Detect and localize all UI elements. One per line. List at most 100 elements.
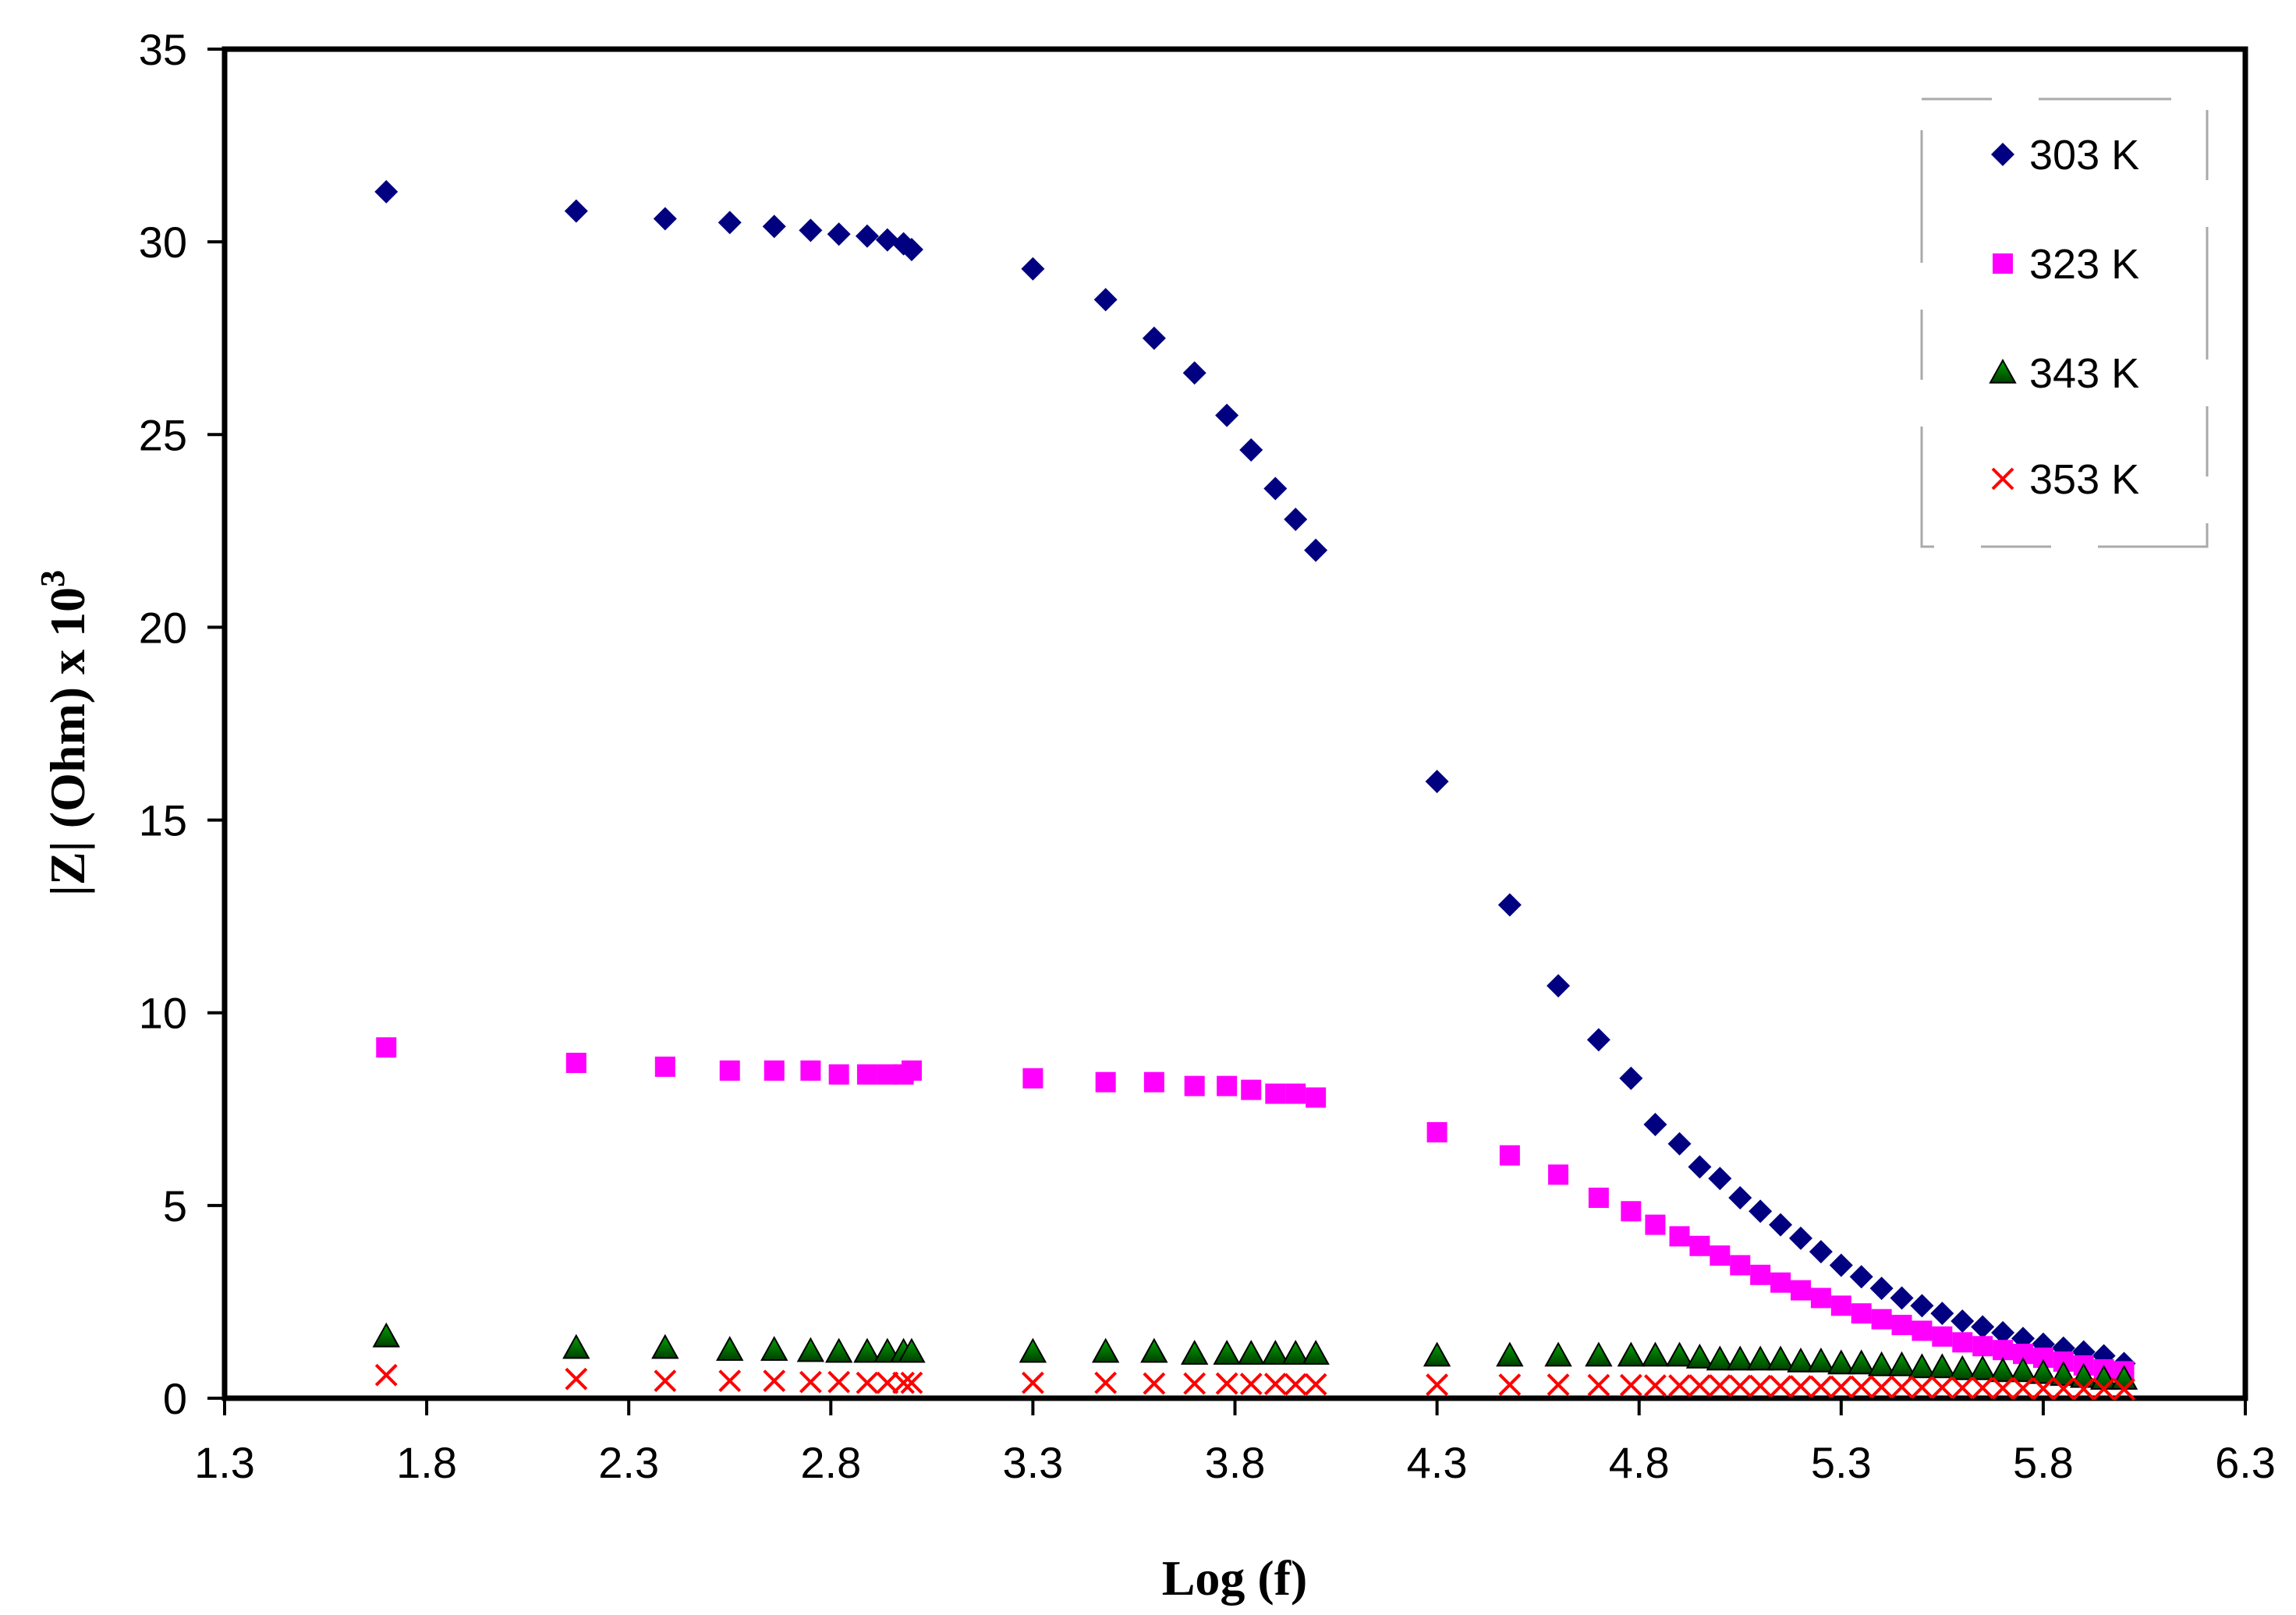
- data-point: [1951, 1309, 1975, 1333]
- data-point: [716, 1336, 744, 1362]
- data-point: [1948, 1355, 1976, 1380]
- data-point: [651, 1333, 679, 1359]
- data-point: [1093, 288, 1118, 312]
- data-point: [1588, 1187, 1609, 1208]
- data-point: [1643, 1113, 1667, 1137]
- legend-label: 303 K: [2029, 132, 2139, 179]
- data-point: [1830, 1295, 1851, 1316]
- data-point: [1426, 1121, 1447, 1142]
- data-point: [1993, 1340, 2014, 1361]
- data-point: [1991, 1376, 2014, 1400]
- x-axis-title: Log (f): [1162, 1550, 1308, 1606]
- data-point: [1685, 1344, 1714, 1369]
- data-point: [853, 1337, 881, 1363]
- data-point: [1810, 1287, 1831, 1309]
- data-point: [374, 179, 399, 204]
- y-axis-title: |Z| (Ohm) x 103: [34, 570, 95, 896]
- data-point: [827, 222, 851, 246]
- data-point: [1746, 1345, 1774, 1371]
- data-point: [2032, 1377, 2055, 1401]
- data-point: [653, 207, 677, 231]
- data-point: [1143, 1071, 1164, 1093]
- data-point: [899, 238, 923, 262]
- data-point: [898, 1337, 926, 1363]
- y-axis-title-exponent: 3: [34, 570, 72, 587]
- data-point: [654, 1369, 677, 1393]
- y-tick-label: 35: [139, 25, 187, 74]
- data-point: [1730, 1255, 1751, 1276]
- data-point: [796, 1337, 825, 1362]
- legend-box: [1920, 97, 2209, 548]
- data-point: [1544, 1341, 1572, 1367]
- data-point: [1021, 1371, 1044, 1394]
- data-marks: [372, 179, 2138, 1401]
- data-point: [1867, 1351, 1896, 1376]
- data-point: [1749, 1199, 1773, 1224]
- data-point: [1870, 1376, 1894, 1399]
- data-point: [1265, 1083, 1286, 1104]
- data-point: [2092, 1377, 2116, 1401]
- data-point: [1708, 1374, 1731, 1397]
- data-point: [1667, 1132, 1692, 1156]
- data-point: [1787, 1347, 1815, 1372]
- data-point: [1749, 1374, 1772, 1397]
- data-point: [1180, 1340, 1209, 1365]
- data-point: [1788, 1226, 1812, 1250]
- data-point: [875, 228, 899, 252]
- data-point: [1019, 1337, 1047, 1363]
- data-point: [1750, 1264, 1771, 1285]
- data-point: [1263, 476, 1288, 501]
- data-point: [1669, 1226, 1690, 1247]
- data-point: [1237, 1340, 1265, 1365]
- data-point: [800, 1060, 821, 1081]
- data-point: [1239, 438, 1263, 462]
- plot-frame: [221, 46, 2248, 1401]
- data-point: [718, 211, 742, 235]
- y-axis-title-main: |Z| (Ohm) x 10: [40, 587, 95, 896]
- data-point: [1217, 1075, 1238, 1096]
- data-point: [1912, 1320, 1933, 1341]
- data-point: [1728, 1374, 1752, 1397]
- data-point: [1688, 1374, 1711, 1397]
- data-point: [1619, 1373, 1642, 1397]
- y-tick-label: 10: [139, 989, 187, 1038]
- data-point: [1850, 1375, 1873, 1398]
- data-point: [374, 1363, 398, 1387]
- data-point: [799, 1370, 822, 1394]
- data-point: [1688, 1155, 1712, 1179]
- data-point: [1928, 1353, 1957, 1379]
- legend-label: 353 K: [2029, 456, 2139, 503]
- data-point: [1261, 1340, 1290, 1365]
- data-point: [2113, 1378, 2135, 1401]
- data-point: [1891, 1315, 1912, 1336]
- data-point: [1689, 1235, 1710, 1256]
- data-point: [827, 1370, 851, 1394]
- data-point: [1306, 1087, 1327, 1108]
- data-point: [1143, 1372, 1166, 1395]
- data-point: [1710, 1245, 1731, 1266]
- data-point: [763, 1369, 786, 1393]
- data-point: [1829, 1253, 1853, 1277]
- data-point: [1890, 1286, 1914, 1310]
- data-point: [1022, 1068, 1043, 1089]
- data-point: [1869, 1277, 1894, 1301]
- data-point: [1497, 893, 1522, 917]
- x-tick-label: 5.3: [1811, 1438, 1872, 1487]
- data-point: [1183, 1372, 1206, 1395]
- legend-item: 323 K: [1993, 241, 2139, 288]
- data-point: [372, 1322, 400, 1348]
- data-point: [1423, 1341, 1451, 1367]
- data-point: [1182, 361, 1206, 385]
- data-point: [1789, 1375, 1812, 1398]
- data-point: [1241, 1079, 1262, 1100]
- data-point: [1728, 1185, 1752, 1209]
- data-point: [2011, 1376, 2035, 1400]
- data-point: [1184, 1075, 1205, 1096]
- data-point: [719, 1060, 740, 1081]
- legend-marker: [1989, 358, 2017, 384]
- legend-marker: [1991, 467, 2014, 491]
- y-tick-label: 0: [163, 1374, 187, 1423]
- data-point: [1095, 1071, 1116, 1093]
- y-axis: 0 5 10 15 20 25 30 35: [139, 25, 225, 1423]
